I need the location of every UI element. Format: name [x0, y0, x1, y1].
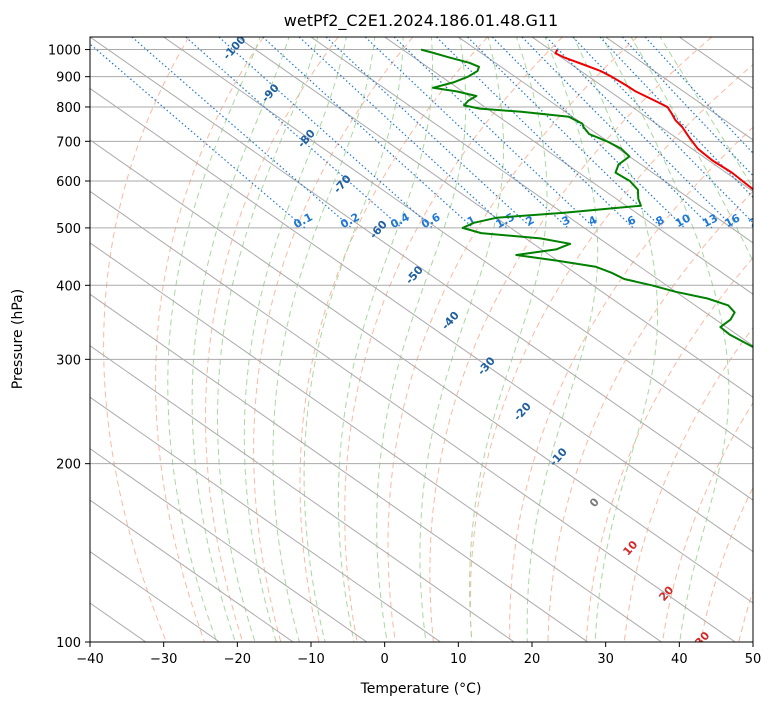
dry-adiabats — [103, 37, 753, 642]
x-axis-ticks: −40 −30 −20 −10 0 10 20 30 40 50 — [76, 642, 761, 667]
mixing-ratio-line — [599, 37, 753, 199]
y-tick-label: 200 — [56, 458, 81, 473]
x-tick-label: 50 — [745, 652, 762, 667]
y-tick-label: 700 — [56, 135, 81, 150]
y-tick-label: 100 — [56, 636, 81, 651]
isotherm-line — [531, 37, 753, 192]
dry-adiabat-line — [344, 37, 563, 642]
isotherm-grid — [90, 37, 753, 642]
x-tick-label: 30 — [597, 652, 614, 667]
mixing-ratio-line — [393, 37, 595, 229]
y-tick-label: 600 — [56, 175, 81, 190]
isotherm-line — [236, 37, 753, 398]
y-tick-label: 800 — [56, 101, 81, 116]
isotherm-line — [90, 293, 589, 642]
x-tick-label: −30 — [150, 652, 177, 667]
mixing-ratio-line — [572, 37, 753, 224]
isobar-grid — [90, 49, 753, 642]
x-tick-label: −10 — [297, 652, 324, 667]
mixing-ratio-label: 16 — [723, 211, 743, 230]
isotherm-line — [90, 242, 663, 642]
dry-adiabat-line — [585, 257, 753, 642]
mixing-ratio-label: 10 — [673, 211, 693, 230]
isotherm-line — [90, 345, 515, 642]
mixing-ratio-line — [131, 37, 353, 229]
dry-adiabat-line — [299, 37, 488, 642]
isotherm-line — [90, 550, 221, 642]
isotherm-line — [162, 37, 753, 450]
mixing-ratio-line — [90, 43, 306, 229]
dewpoint-profile-line — [420, 48, 753, 349]
temperature-profile-line — [554, 49, 753, 191]
x-tick-label: −40 — [76, 652, 103, 667]
mixing-ratio-line — [491, 37, 685, 229]
mixing-ratio-line — [521, 37, 713, 229]
mixing-ratio-line — [218, 37, 433, 229]
x-axis-label: Temperature (°C) — [360, 681, 482, 697]
isotherm-line — [604, 37, 753, 141]
isotherm-line — [383, 37, 753, 295]
dry-adiabat-line — [387, 37, 638, 642]
mixing-ratio-line — [325, 37, 533, 229]
y-tick-label: 1000 — [48, 44, 81, 59]
mixing-ratio-line — [467, 37, 663, 229]
y-axis-ticks: 100 200 300 400 500 600 700 800 900 1000 — [48, 44, 90, 651]
x-tick-label: 0 — [381, 652, 389, 667]
mixing-ratio-line — [364, 37, 569, 229]
isotherm-line — [90, 190, 736, 642]
dry-adiabat-line — [204, 37, 339, 642]
chart-title: wetPf2_C2E1.2024.186.01.48.G11 — [284, 11, 558, 31]
dry-adiabat-line — [155, 37, 264, 642]
y-axis-label: Pressure (hPa) — [10, 289, 26, 389]
isotherm-line — [310, 37, 753, 347]
sounding-profiles — [420, 48, 753, 349]
x-tick-label: 10 — [450, 652, 467, 667]
isotherm-line — [90, 87, 753, 553]
x-tick-label: 20 — [524, 652, 541, 667]
y-tick-label: 300 — [56, 353, 81, 368]
y-tick-label: 400 — [56, 279, 81, 294]
mixing-ratio-lines — [90, 37, 753, 229]
mixing-ratio-label: 20 — [747, 211, 767, 230]
mixing-ratio-line — [545, 37, 735, 229]
isotherm-line — [90, 499, 294, 642]
x-tick-label: 40 — [671, 652, 688, 667]
isotherm-line — [457, 37, 753, 244]
isotherm-line — [90, 448, 368, 642]
x-tick-label: −20 — [224, 652, 251, 667]
plot-frame — [89, 36, 754, 643]
y-tick-label: 900 — [56, 71, 81, 86]
isotherm-line — [90, 37, 753, 501]
mixing-ratio-line — [621, 37, 753, 177]
y-tick-label: 500 — [56, 222, 81, 237]
isotherm-line — [90, 396, 442, 642]
isotherm-line — [90, 139, 753, 604]
dry-adiabat-line — [469, 64, 753, 642]
dry-adiabat-line — [509, 126, 753, 642]
mixing-ratio-label: 13 — [700, 211, 720, 230]
mixing-ratio-labels: 0.10.20.40.611.52346810131620253036 — [292, 210, 767, 231]
